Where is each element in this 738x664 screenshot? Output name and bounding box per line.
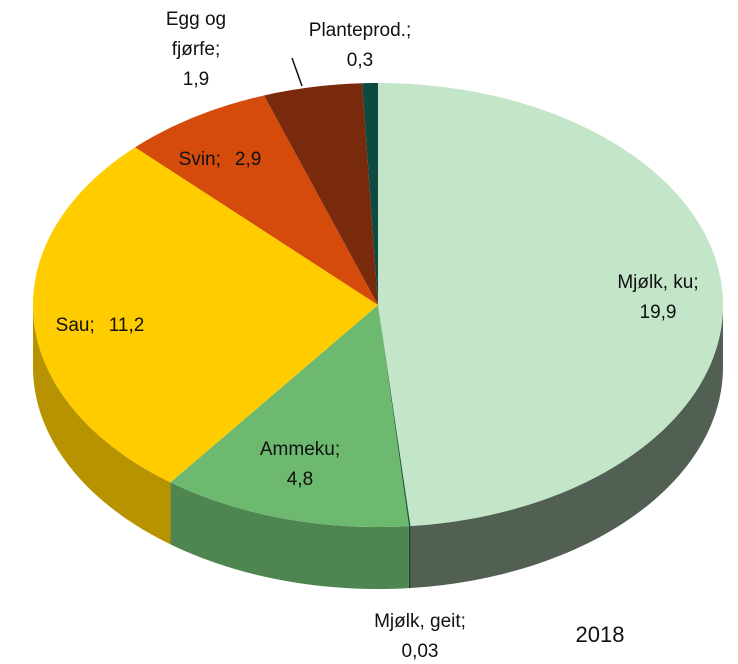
label-value: 19,9 (639, 302, 677, 323)
label-value: 4,8 (286, 469, 314, 490)
slice-side (170, 482, 409, 589)
data-label: Mjølk, ku; 19,9 (583, 268, 733, 328)
slice (33, 147, 378, 483)
label-value: 11,2 (108, 315, 145, 336)
leader-line (291, 57, 303, 87)
label-category: Planteprod. (308, 20, 406, 41)
slice (362, 83, 378, 305)
label-separator: ; (405, 20, 412, 41)
slice-side (410, 305, 723, 589)
label-separator: ; (693, 272, 699, 293)
slice (170, 305, 409, 527)
label-value: 0,03 (401, 641, 439, 662)
slice (135, 95, 378, 305)
data-label: Planteprod.; 0,3 (285, 16, 435, 76)
label-separator: ; (89, 315, 95, 336)
label-category: Sau (55, 315, 90, 336)
label-category: Egg og fjørfe (165, 9, 227, 60)
slice (263, 83, 378, 306)
data-label: Egg og fjørfe; 1,9 (156, 5, 236, 95)
label-separator: ; (460, 611, 466, 632)
label-separator: ; (334, 439, 341, 460)
data-label: Svin; 2,9 (179, 145, 262, 175)
label-value: 0,3 (346, 50, 374, 71)
data-label: Mjølk, geit; 0,03 (345, 607, 495, 664)
label-value: 2,9 (234, 149, 262, 170)
slice-side (408, 526, 411, 589)
data-label: Sau; 11,2 (56, 311, 145, 341)
annotation: 2018 (575, 622, 625, 647)
slice (378, 83, 723, 527)
label-value: 1,9 (182, 69, 210, 90)
label-separator: ; (215, 149, 221, 170)
label-category: Ammeku (259, 439, 335, 460)
label-separator: ; (215, 39, 221, 60)
slice (378, 305, 411, 527)
label-category: Mjølk, geit (374, 611, 461, 632)
label-category: Mjølk, ku (617, 272, 694, 293)
data-label: Ammeku; 4,8 (225, 435, 375, 495)
slice-side (33, 305, 171, 545)
label-category: Svin (178, 149, 216, 170)
